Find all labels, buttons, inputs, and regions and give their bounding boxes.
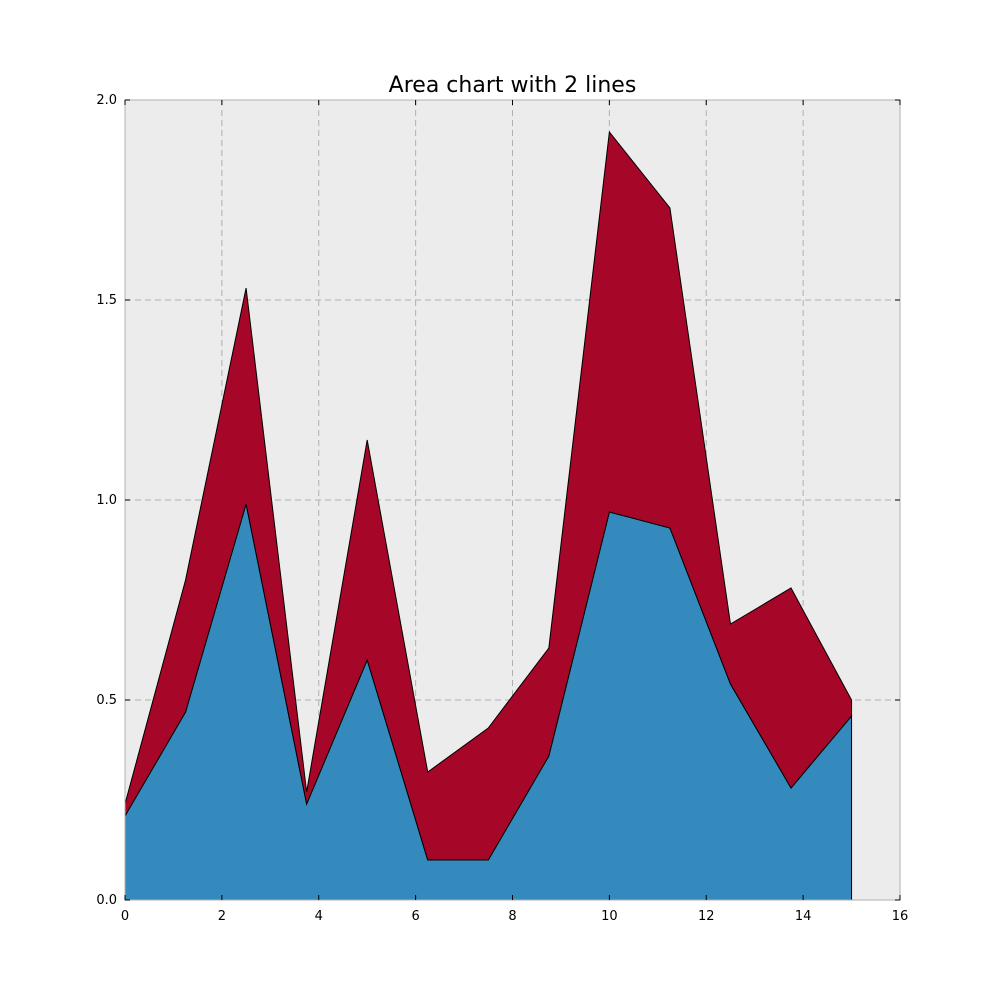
- y-tick-labels: 0.0 0.5 1.0 1.5 2.0: [96, 93, 117, 908]
- chart-title: Area chart with 2 lines: [389, 73, 637, 98]
- x-tick-label: 4: [315, 909, 323, 924]
- x-tick-label: 2: [218, 909, 226, 924]
- series-area-2: [124, 130, 853, 861]
- x-tick-label: 8: [508, 909, 516, 924]
- x-tick-labels: 0 2 4 6 8 10 12 14 16: [121, 909, 908, 924]
- y-tick-label: 1.0: [96, 493, 117, 508]
- y-tick-label: 1.5: [96, 293, 117, 308]
- y-tick-label: 0.0: [96, 893, 117, 908]
- y-tick-label: 2.0: [96, 93, 117, 108]
- x-tick-label: 6: [411, 909, 419, 924]
- y-tick-label: 0.5: [96, 693, 117, 708]
- x-tick-label: 12: [698, 909, 715, 924]
- x-tick-label: 14: [795, 909, 812, 924]
- x-tick-label: 10: [601, 909, 618, 924]
- x-tick-label: 16: [892, 909, 909, 924]
- tick-marks: [124, 99, 901, 901]
- x-tick-label: 0: [121, 909, 129, 924]
